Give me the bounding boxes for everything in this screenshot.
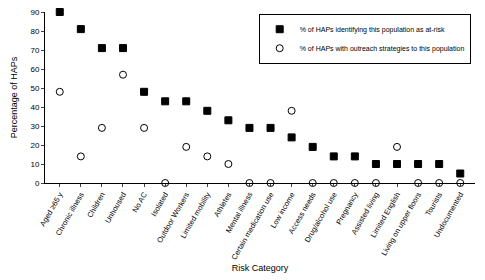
svg-text:Children: Children [85, 191, 107, 220]
svg-text:Chronic illness: Chronic illness [54, 190, 86, 237]
svg-text:Outdoor Workers: Outdoor Workers [155, 190, 191, 244]
svg-text:Isolated: Isolated [149, 191, 170, 218]
svg-text:Tourists: Tourists [423, 190, 444, 217]
svg-text:% of HAPs identifying this pop: % of HAPs identifying this population as… [300, 26, 445, 34]
svg-text:0: 0 [35, 179, 40, 188]
svg-text:Living on upper floors: Living on upper floors [379, 190, 423, 257]
svg-text:Certain medication use: Certain medication use [229, 191, 275, 262]
svg-text:No AC: No AC [130, 190, 149, 214]
svg-text:70: 70 [30, 46, 39, 55]
svg-text:Athletes: Athletes [212, 190, 233, 218]
svg-text:Low income: Low income [269, 191, 297, 230]
svg-text:60: 60 [30, 65, 39, 74]
svg-text:Pregnancy: Pregnancy [334, 190, 360, 226]
svg-text:Limited mobility: Limited mobility [179, 190, 213, 239]
svg-text:Unhoused: Unhoused [103, 191, 128, 225]
svg-text:90: 90 [30, 8, 39, 17]
svg-text:10: 10 [30, 160, 39, 169]
svg-text:Risk Category: Risk Category [232, 263, 289, 273]
svg-text:50: 50 [30, 84, 39, 93]
svg-text:Aged ≥65 y: Aged ≥65 y [38, 190, 65, 228]
svg-text:Mental illness: Mental illness [224, 190, 255, 234]
svg-text:30: 30 [30, 122, 39, 131]
svg-text:Limited English: Limited English [369, 191, 402, 240]
svg-text:80: 80 [30, 27, 39, 36]
svg-text:Assisted living: Assisted living [349, 191, 381, 237]
svg-text:40: 40 [30, 103, 39, 112]
svg-text:Undocumented: Undocumented [432, 191, 465, 240]
svg-text:20: 20 [30, 141, 39, 150]
svg-text:Access needs: Access needs [287, 190, 318, 235]
svg-text:Drug/alcohol use: Drug/alcohol use [303, 191, 339, 244]
svg-text:Percentage of HAPs: Percentage of HAPs [9, 56, 19, 138]
svg-text:% of HAPs with outreach strate: % of HAPs with outreach strategies to th… [300, 45, 465, 53]
